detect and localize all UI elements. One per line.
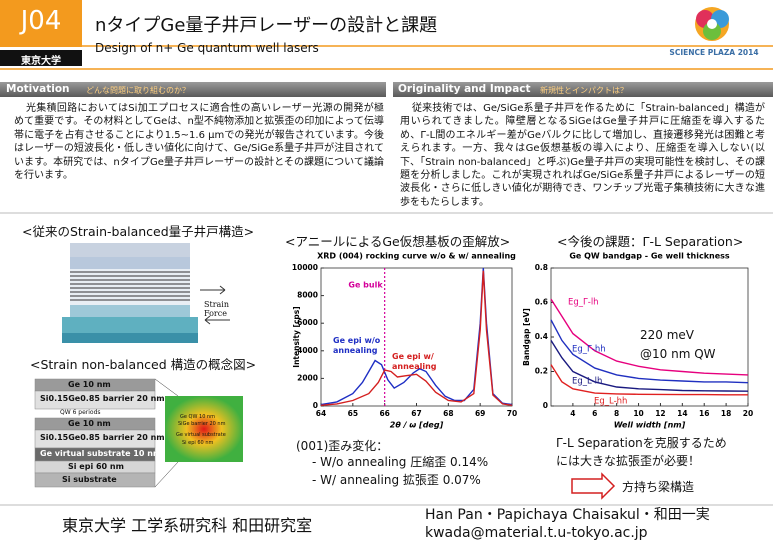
section-heading: Motivation bbox=[6, 83, 70, 95]
y-tick-label: 4000 bbox=[297, 346, 318, 355]
y-axis-label: Bandgap [eV] bbox=[522, 308, 531, 366]
series-line bbox=[550, 298, 749, 376]
logo bbox=[695, 7, 729, 41]
x-tick-label: 70 bbox=[507, 409, 517, 418]
reference-label: Ge bulk bbox=[348, 281, 383, 290]
layer-label: Si0.15Ge0.85 barrier 20 nm bbox=[40, 394, 165, 403]
strain-line: - W/o annealing 圧縮歪 0.14% bbox=[312, 455, 489, 469]
code-box bbox=[0, 0, 82, 47]
section-title: <アニールによるGe仮想基板の歪解放> bbox=[285, 234, 511, 249]
series-line bbox=[550, 319, 749, 384]
x-tick-label: 8 bbox=[614, 409, 619, 418]
y-axis-label: Intensity [cps] bbox=[292, 306, 301, 367]
section-heading: Originality and Impact bbox=[398, 83, 531, 95]
layer-label: Si epi 60 nm bbox=[68, 462, 124, 471]
title: nタイプGe量子井戸レーザーの設計と課題 bbox=[95, 15, 438, 36]
section-bar bbox=[0, 82, 386, 97]
proposal: 方持ち梁構造 bbox=[622, 480, 695, 494]
chart-annotation: annealing bbox=[392, 362, 437, 371]
chart-annotation: annealing bbox=[333, 346, 378, 355]
y-tick-label: 0.6 bbox=[535, 298, 548, 307]
section-subheading: 新規性とインパクトは？ bbox=[540, 86, 628, 95]
layer-label: Si substrate bbox=[62, 475, 117, 484]
x-tick-label: 14 bbox=[677, 409, 687, 418]
section-title: <従来のStrain-balanced量子井戸構造> bbox=[22, 224, 255, 239]
chart-title: Ge QW bandgap - Ge well thickness bbox=[569, 252, 730, 261]
series-label: Eg_L-lh bbox=[572, 377, 602, 387]
subtitle: Design of n+ Ge quantum well lasers bbox=[95, 41, 319, 55]
series-label: Eg_Γ-lh bbox=[568, 298, 599, 308]
logo-text: SCIENCE PLAZA 2014 bbox=[669, 48, 759, 57]
sim-label: Ge QW 10 nm bbox=[180, 414, 215, 420]
series-label: Eg_Γ-hh bbox=[572, 345, 606, 355]
x-tick-label: 69 bbox=[475, 409, 485, 418]
strain-balanced-stack bbox=[62, 243, 230, 343]
sim-label: Ge virtual substrate bbox=[176, 432, 226, 438]
series-line bbox=[550, 364, 748, 396]
x-axis-label: 2θ / ω [deg] bbox=[390, 421, 444, 430]
x-tick-label: 65 bbox=[348, 409, 358, 418]
chart-annotation: Ge epi w/o bbox=[333, 336, 381, 345]
strain-line: - W/ annealing 拡張歪 0.07% bbox=[312, 473, 481, 487]
poster-code: J04 bbox=[20, 6, 62, 36]
y-tick-label: 10000 bbox=[292, 263, 318, 272]
strain-simulation bbox=[165, 396, 243, 462]
authors: Han Pan・Papichaya Chaisakul・和田一実 bbox=[425, 507, 710, 523]
arrow bbox=[571, 472, 616, 500]
layer-label: Ge virtual substrate 10 nm bbox=[40, 449, 162, 458]
section-title: <今後の課題：Γ-L Separation> bbox=[557, 234, 744, 249]
y-tick-label: 2000 bbox=[297, 373, 318, 382]
x-tick-label: 20 bbox=[743, 409, 753, 418]
x-tick-label: 18 bbox=[721, 409, 731, 418]
series-label: Eg_L-hh bbox=[594, 397, 627, 407]
x-tick-label: 4 bbox=[570, 409, 575, 418]
y-tick-label: 0 bbox=[313, 401, 318, 410]
chart-annotation: Ge epi w/ bbox=[392, 352, 434, 361]
chart-annotation: @10 nm QW bbox=[640, 347, 716, 361]
x-tick-label: 67 bbox=[411, 409, 421, 418]
non-balanced-stack bbox=[34, 378, 179, 488]
sim-label: Si epi 60 nm bbox=[182, 440, 214, 446]
x-tick-label: 6 bbox=[592, 409, 597, 418]
university: 東京大学 bbox=[21, 56, 61, 67]
x-axis-label: Well width [nm] bbox=[614, 421, 686, 430]
chart-title: XRD (004) rocking curve w/o & w/ anneali… bbox=[317, 252, 516, 261]
conclusion: には大きな拡張歪が必要！ bbox=[556, 454, 701, 468]
x-tick-label: 10 bbox=[633, 409, 643, 418]
conclusion: Γ-L Separationを克服するため bbox=[556, 436, 727, 450]
series-line bbox=[550, 340, 749, 392]
y-tick-label: 0.4 bbox=[535, 332, 548, 341]
x-tick-label: 66 bbox=[379, 409, 389, 418]
sim-label: SiGe barrier 20 nm bbox=[178, 421, 226, 427]
layer-label: Si0.15Ge0.85 barrier 20 nm bbox=[40, 433, 165, 442]
x-tick-label: 64 bbox=[316, 409, 326, 418]
x-tick-label: 12 bbox=[655, 409, 665, 418]
x-tick-label: 68 bbox=[443, 409, 453, 418]
chart-annotation: 220 meV bbox=[640, 328, 694, 342]
section-bar bbox=[393, 82, 773, 97]
y-tick-label: 0.8 bbox=[535, 263, 548, 272]
y-tick-label: 0 bbox=[543, 401, 548, 410]
strain-heading: (001)歪み変化： bbox=[296, 439, 389, 453]
strain-force-label: Strain Force bbox=[204, 300, 229, 318]
section-subheading: どんな問題に取り組むのか？ bbox=[86, 86, 190, 95]
y-tick-label: 0.2 bbox=[535, 367, 548, 376]
email: kwada@material.t.u-tokyo.ac.jp bbox=[425, 525, 648, 541]
layer-label: Ge 10 nm bbox=[68, 380, 111, 389]
series-line bbox=[320, 270, 513, 406]
lab: 東京大学 工学系研究科 和田研究室 bbox=[62, 516, 313, 535]
x-tick-label: 16 bbox=[699, 409, 709, 418]
qw-periods: QW 6 periods bbox=[60, 409, 101, 416]
y-tick-label: 6000 bbox=[297, 318, 318, 327]
university-box bbox=[0, 50, 82, 66]
section-title: <Strain non-balanced 構造の概念図> bbox=[30, 357, 257, 372]
originality-body: 従来技術では、Ge/SiGe系量子井戸を作るために「Strain-balance… bbox=[400, 103, 765, 208]
motivation-body: 光集積回路においてはSi加工プロセスに適合性の高いレーザー光源の開発が極めて重要… bbox=[14, 103, 384, 182]
layer-label: Ge 10 nm bbox=[68, 419, 111, 428]
y-tick-label: 8000 bbox=[297, 291, 318, 300]
